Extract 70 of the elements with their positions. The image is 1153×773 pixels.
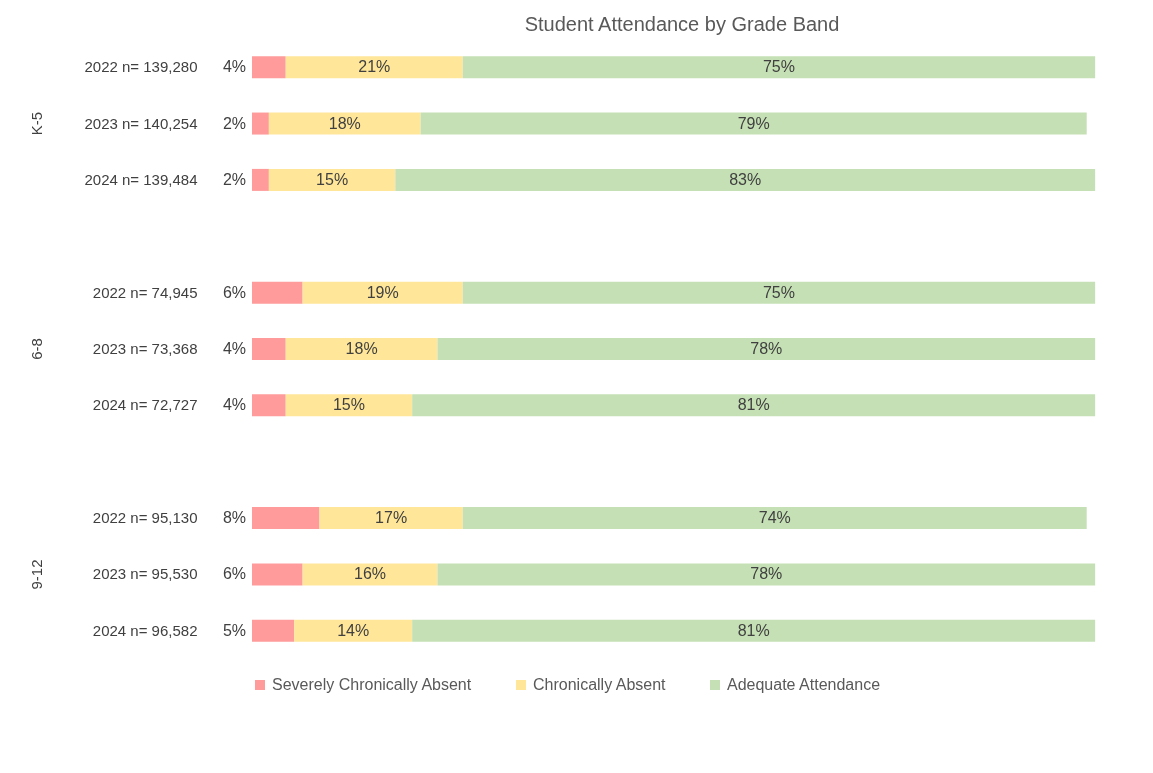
bar	[252, 507, 320, 530]
data-label: 18%	[328, 114, 361, 132]
data-label: 78%	[750, 340, 783, 357]
data-label: 74%	[758, 509, 791, 527]
bar	[302, 281, 463, 304]
data-label: 81%	[737, 396, 770, 414]
legend-label: Chronically Absent	[533, 676, 667, 693]
bar	[437, 338, 1096, 360]
data-label: 2%	[222, 170, 246, 188]
bar	[252, 394, 286, 417]
data-label: 75%	[762, 58, 795, 76]
data-label: 6%	[222, 283, 246, 301]
bar	[412, 619, 1096, 642]
bar	[395, 168, 1096, 191]
bar	[268, 168, 396, 191]
data-label: 14%	[337, 621, 370, 639]
text: K-5	[28, 111, 45, 136]
data-label: 16%	[354, 565, 387, 583]
bar	[252, 112, 269, 135]
data-label: 15%	[316, 170, 349, 188]
y-tick-label: 2024 n= 96,582	[92, 621, 198, 639]
data-label: 79%	[737, 114, 770, 132]
bar	[285, 56, 463, 79]
data-label: 81%	[737, 621, 770, 639]
y-tick-label: 2022 n= 95,130	[92, 509, 198, 527]
y-tick-label: 2023 n= 73,368	[92, 340, 198, 357]
y-tick-label: 2024 n= 72,727	[92, 396, 198, 414]
y-tick-label: 2022 n= 139,280	[84, 58, 198, 76]
data-label: 5%	[222, 621, 246, 639]
data-label: 75%	[762, 283, 795, 301]
chart-title: Student Attendance by Grade Band	[524, 13, 840, 35]
y-tick-label: 2022 n= 74,945	[92, 283, 198, 301]
bar	[437, 563, 1096, 586]
y-tick-label: 2024 n= 139,484	[84, 170, 198, 188]
data-label: 8%	[222, 509, 246, 527]
bar	[420, 112, 1087, 135]
bar	[285, 394, 413, 417]
data-label: 18%	[345, 340, 378, 357]
legend-label: Severely Chronically Absent	[272, 676, 472, 693]
bar	[462, 56, 1096, 79]
data-label: 83%	[729, 170, 762, 188]
bar	[302, 563, 438, 586]
bar	[319, 507, 463, 530]
bar	[294, 619, 413, 642]
bar	[252, 281, 303, 304]
bar	[462, 281, 1096, 304]
data-label: 4%	[222, 58, 246, 76]
legend-label: Adequate Attendance	[727, 676, 881, 693]
data-label: 78%	[750, 565, 783, 583]
data-label: 15%	[332, 396, 365, 414]
bar	[252, 168, 269, 191]
data-label: 17%	[375, 509, 408, 527]
bar	[252, 338, 286, 360]
y-tick-label: 2023 n= 140,254	[84, 114, 198, 132]
data-label: 6%	[222, 565, 246, 583]
data-label: 4%	[222, 340, 246, 357]
bar	[285, 338, 438, 360]
text: 6-8	[28, 338, 45, 360]
data-label: 4%	[222, 396, 246, 414]
bar	[268, 112, 421, 135]
text: 9-12	[28, 559, 45, 590]
bar	[412, 394, 1096, 417]
bar	[462, 507, 1087, 530]
data-label: 2%	[222, 114, 246, 132]
bar	[252, 56, 286, 79]
y-tick-label: 2023 n= 95,530	[92, 565, 198, 583]
bar	[252, 619, 295, 642]
data-label: 19%	[366, 283, 399, 301]
bar	[252, 563, 303, 586]
data-label: 21%	[358, 58, 391, 76]
